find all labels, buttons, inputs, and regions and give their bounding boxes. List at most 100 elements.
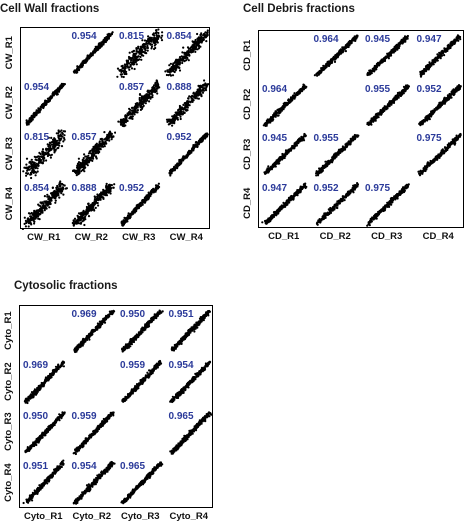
- matrix-cell-2-4: 0.952: [414, 81, 466, 131]
- scatter-point: [108, 34, 112, 37]
- scatter-point: [55, 190, 58, 193]
- scatter-plot: [163, 29, 209, 77]
- scatter-point: [157, 34, 160, 37]
- scatter-point: [150, 90, 153, 93]
- scatter-point: [323, 64, 326, 67]
- scatter-point: [166, 118, 169, 121]
- scatter-point: [450, 88, 454, 92]
- scatter-point: [203, 31, 206, 34]
- scatter-point: [99, 138, 102, 141]
- scatter-point: [448, 96, 451, 99]
- scatter-point: [39, 108, 42, 111]
- scatter-point: [76, 214, 79, 217]
- scatter-point: [197, 97, 200, 100]
- scatter-point: [26, 166, 29, 169]
- scatter-point: [395, 96, 398, 99]
- scatter-point: [194, 141, 197, 144]
- scatter-point: [102, 131, 105, 134]
- scatter-point: [94, 199, 97, 202]
- scatter-point: [201, 85, 204, 88]
- scatter-point: [141, 100, 144, 103]
- scatter-point: [333, 60, 336, 63]
- scatter-point: [199, 36, 202, 39]
- scatter-point: [62, 130, 65, 133]
- scatter-point: [62, 187, 65, 190]
- scatter-point: [46, 154, 49, 158]
- scatter-point: [155, 186, 158, 189]
- scatter-point: [110, 138, 113, 141]
- scatter-point: [97, 44, 100, 47]
- scatter-point: [62, 140, 65, 143]
- scatter-point: [91, 153, 94, 156]
- scatter-point: [47, 150, 50, 153]
- scatter-point: [109, 135, 113, 139]
- scatter-point: [144, 101, 147, 104]
- scatter-point: [157, 31, 160, 35]
- scatter-point: [48, 197, 51, 200]
- matrix-cell-3-1: 0.945: [259, 130, 311, 180]
- scatter-point: [355, 34, 359, 37]
- scatter-point: [392, 100, 395, 103]
- scatter-point: [43, 194, 46, 197]
- scatter-point: [387, 53, 390, 56]
- scatter-point: [150, 89, 153, 92]
- scatter-point: [371, 67, 374, 70]
- scatter-point: [390, 54, 393, 57]
- scatter-point: [123, 63, 126, 66]
- scatter-point: [82, 153, 85, 156]
- scatter-point: [128, 68, 131, 71]
- scatter-point: [447, 46, 450, 49]
- scatter-point: [457, 88, 460, 91]
- scatter-point: [86, 164, 89, 167]
- scatter-point: [181, 157, 184, 160]
- scatter-point: [172, 168, 175, 171]
- scatter-point: [84, 212, 87, 215]
- scatter-point: [178, 113, 181, 116]
- scatter-point: [123, 219, 126, 222]
- panel-title: Cell Wall fractions: [0, 3, 100, 15]
- scatter-point: [60, 145, 64, 148]
- scatter-point: [24, 219, 27, 222]
- scatter-point: [205, 135, 208, 138]
- scatter-point: [146, 49, 149, 52]
- scatter-point: [192, 45, 195, 48]
- scatter-point: [196, 48, 199, 51]
- scatter-point: [48, 205, 51, 208]
- scatter-plot: [21, 179, 68, 230]
- scatter-point: [165, 73, 168, 77]
- scatter-point: [100, 144, 103, 147]
- scatter-point: [192, 98, 195, 101]
- scatter-point: [391, 50, 394, 54]
- scatter-point: [418, 123, 421, 126]
- scatter-point: [201, 34, 204, 37]
- scatter-point: [349, 40, 352, 43]
- scatter-point: [91, 150, 94, 153]
- scatter-point: [134, 102, 137, 105]
- scatter-point: [293, 147, 296, 150]
- scatter-point: [204, 34, 207, 37]
- scatter-point: [56, 188, 60, 192]
- scatter-point: [153, 190, 156, 193]
- scatter-point: [441, 101, 444, 104]
- scatter-point: [265, 124, 268, 127]
- scatter-point: [30, 163, 33, 166]
- row-label: CW_R2: [4, 86, 15, 120]
- scatter-point: [453, 41, 456, 44]
- scatter-point: [95, 142, 98, 145]
- scatter-point: [156, 87, 159, 90]
- scatter-point: [204, 83, 207, 86]
- scatter-point: [136, 108, 139, 111]
- scatter-point: [181, 46, 184, 49]
- scatter-point: [99, 195, 102, 198]
- scatter-point: [99, 193, 102, 196]
- scatter-point: [131, 114, 134, 117]
- scatter-point: [22, 170, 25, 173]
- scatter-point: [27, 211, 31, 214]
- scatter-plot: [313, 34, 359, 77]
- matrix-cell-3-2: 0.857: [69, 129, 117, 180]
- scatter-point: [195, 143, 198, 146]
- scatter-point: [58, 196, 61, 199]
- scatter-point: [428, 65, 431, 68]
- scatter-point: [181, 103, 184, 106]
- scatter-point: [122, 67, 126, 70]
